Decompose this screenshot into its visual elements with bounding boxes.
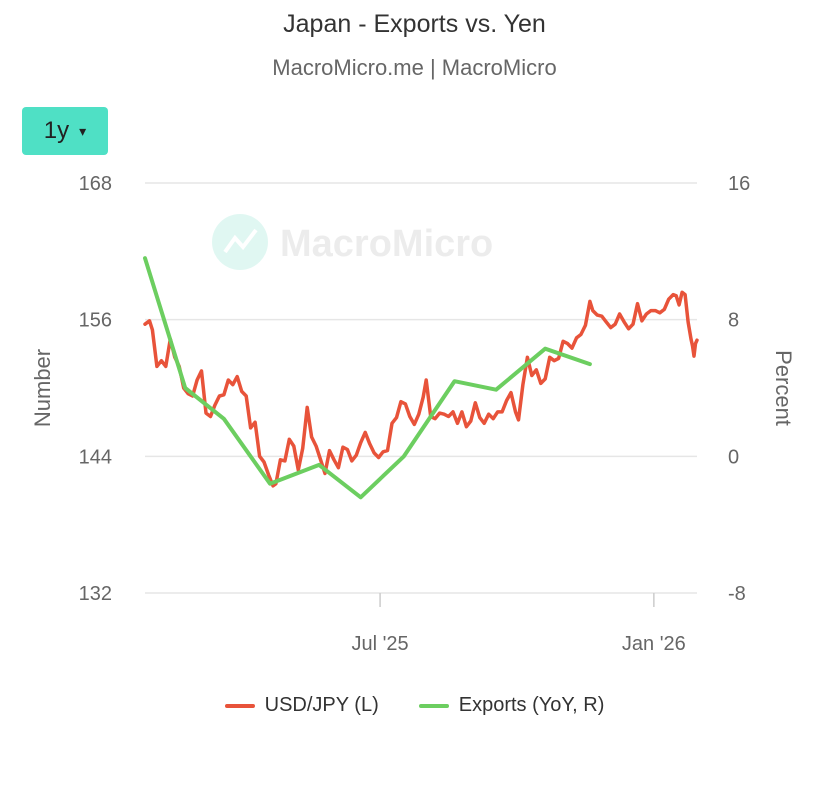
left-axis-tick-label: 144 <box>79 446 112 468</box>
legend-label-usdjpy: USD/JPY (L) <box>264 694 379 716</box>
right-axis-title: Percent <box>771 350 796 426</box>
legend-item-exports[interactable]: Exports (YoY, R) <box>418 694 605 717</box>
watermark-logo-mark <box>223 228 258 254</box>
x-axis-tick-label: Jul '25 <box>351 633 408 655</box>
watermark-text: MacroMicro <box>280 223 493 265</box>
left-axis-title: Number <box>30 349 55 427</box>
right-axis-tick-label: 0 <box>728 446 739 468</box>
chart-title: Japan - Exports vs. Yen <box>283 10 546 38</box>
legend-item-usdjpy[interactable]: USD/JPY (L) <box>224 694 379 717</box>
right-axis-tick-label: -8 <box>728 583 746 605</box>
range-selector-label: 1y <box>43 117 70 144</box>
legend-swatch-usdjpy <box>224 703 255 708</box>
watermark-logo-icon <box>212 214 268 270</box>
chart-subtitle: MacroMicro.me | MacroMicro <box>272 55 557 80</box>
chevron-down-icon: ▾ <box>79 122 87 139</box>
legend: USD/JPY (L) Exports (YoY, R) <box>0 694 829 717</box>
legend-label-exports: Exports (YoY, R) <box>458 694 605 716</box>
range-selector-button[interactable]: 1y ▾ <box>22 107 108 155</box>
right-axis-tick-label: 8 <box>728 310 739 332</box>
x-axis-tick-label: Jan '26 <box>622 633 686 655</box>
legend-swatch-exports <box>418 703 449 708</box>
right-axis-tick-label: 16 <box>728 173 750 195</box>
watermark: MacroMicro <box>212 214 493 270</box>
left-axis-tick-label: 156 <box>79 310 112 332</box>
left-axis-tick-label: 168 <box>79 173 112 195</box>
left-axis-tick-label: 132 <box>79 583 112 605</box>
exports-series-line <box>143 256 592 500</box>
